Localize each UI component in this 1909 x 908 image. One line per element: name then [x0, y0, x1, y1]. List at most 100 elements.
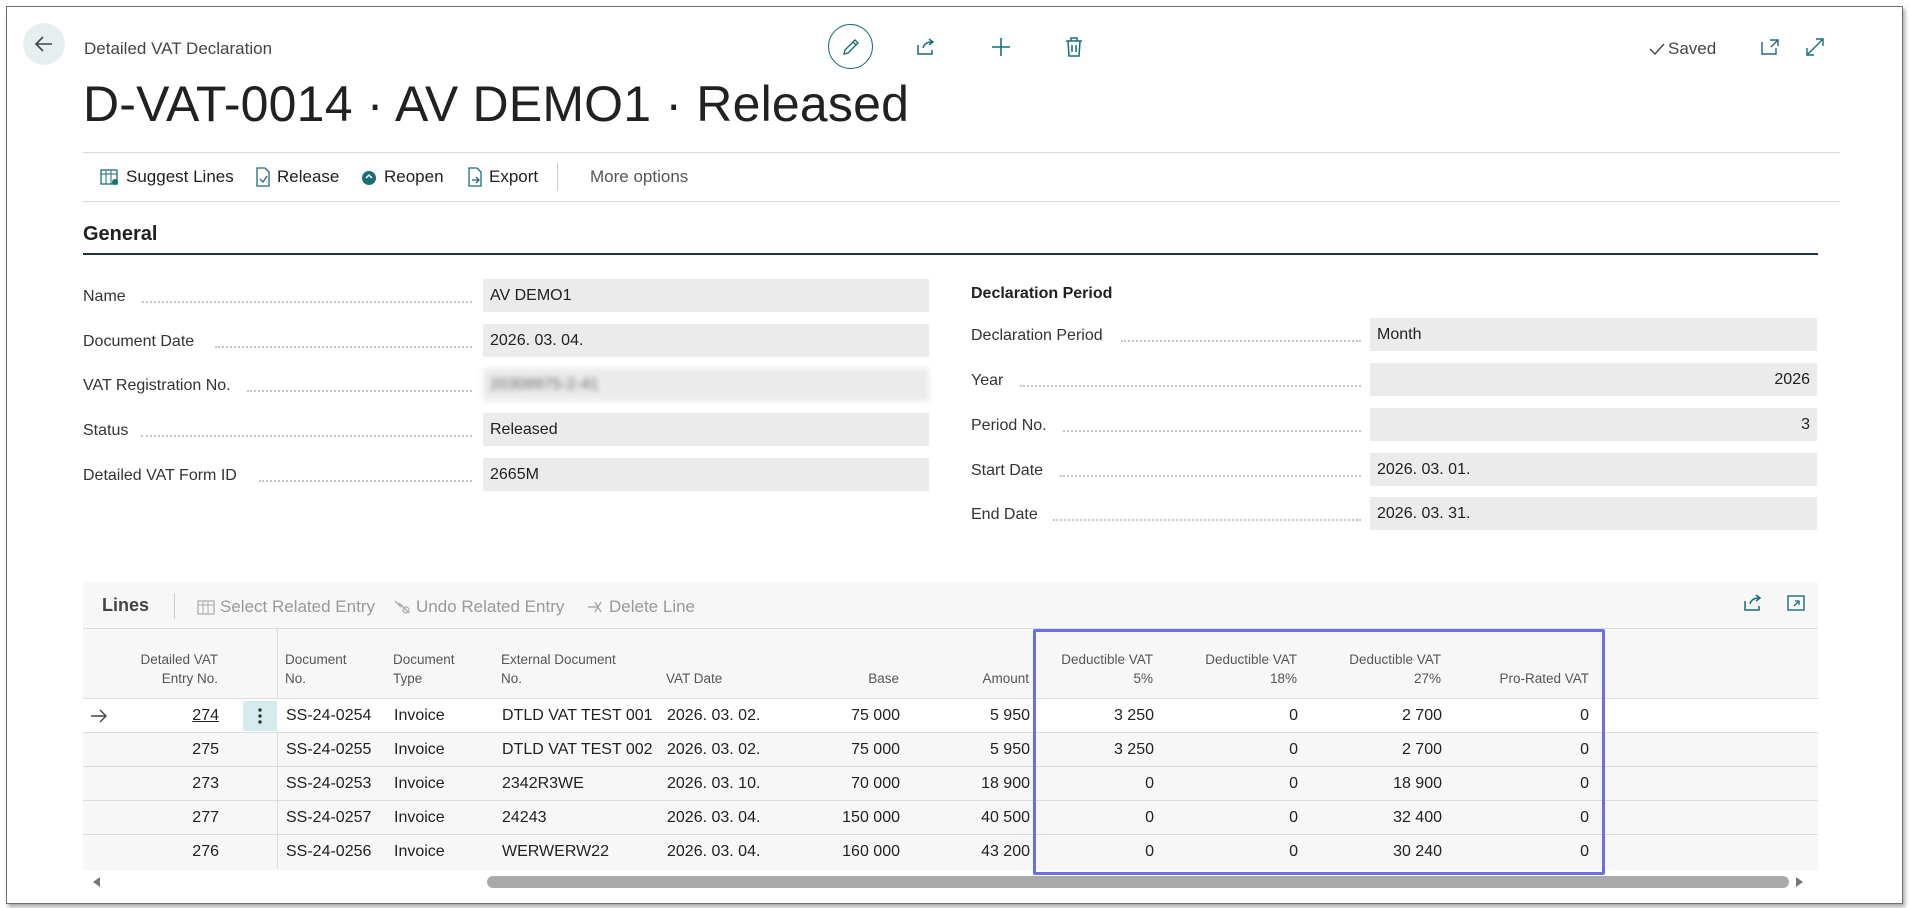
- status-field[interactable]: Released: [483, 413, 929, 446]
- col-header-external-doc-no[interactable]: External Document No.: [501, 650, 616, 688]
- scroll-right-arrow[interactable]: [1796, 877, 1803, 887]
- plus-icon: [992, 38, 1010, 56]
- table-row[interactable]: 273 SS-24-0253 Invoice 2342R3WE 2026. 03…: [83, 766, 1818, 801]
- col-header-line: Entry No.: [161, 671, 218, 686]
- horizontal-scrollbar[interactable]: [487, 876, 1789, 888]
- col-header-vat-date[interactable]: VAT Date: [666, 671, 723, 686]
- vat-form-id-field[interactable]: 2665M: [483, 458, 929, 491]
- table-row[interactable]: 276 SS-24-0256 Invoice WERWERW22 2026. 0…: [83, 834, 1818, 869]
- period-no-field[interactable]: 3: [1370, 408, 1817, 441]
- cell-vat-date: 2026. 03. 02.: [667, 741, 761, 758]
- reopen-button[interactable]: Reopen: [360, 167, 444, 187]
- end-date-field[interactable]: 2026. 03. 31.: [1370, 497, 1817, 530]
- section-divider: [83, 253, 1818, 255]
- reopen-icon: [362, 171, 376, 185]
- table-row[interactable]: 274 SS-24-0254 Invoice DTLD VAT TEST 001…: [83, 698, 1818, 733]
- lines-share-button[interactable]: [1742, 593, 1764, 618]
- cell-vat-date: 2026. 03. 02.: [667, 707, 761, 724]
- page-frame: Detailed VAT Declaration D-VAT-0014 · AV…: [6, 6, 1903, 904]
- declaration-period-field[interactable]: Month: [1370, 318, 1817, 351]
- col-header-deductible-27[interactable]: Deductible VAT 27%: [1331, 650, 1441, 688]
- cell-document-no: SS-24-0256: [286, 843, 372, 860]
- select-related-entry-button[interactable]: Select Related Entry: [197, 597, 375, 617]
- dots: [1020, 383, 1361, 387]
- cell-entry-no[interactable]: 277: [192, 809, 219, 826]
- col-header-document-no[interactable]: Document No.: [285, 650, 347, 688]
- cell-entry-no[interactable]: 274: [192, 707, 219, 724]
- cell-vat-date: 2026. 03. 04.: [667, 843, 761, 860]
- cell-external-doc-no: 24243: [502, 809, 547, 826]
- arrow-left-icon: [34, 36, 52, 52]
- col-header-deductible-5[interactable]: Deductible VAT 5%: [1043, 650, 1153, 688]
- cell-pro-rated-vat: 0: [1580, 843, 1589, 860]
- name-field[interactable]: AV DEMO1: [483, 279, 929, 312]
- cell-deductible-27: 30 240: [1393, 843, 1442, 860]
- page-title: D-VAT-0014 · AV DEMO1 · Released: [83, 76, 910, 132]
- back-button[interactable]: [23, 23, 65, 65]
- open-window-icon: [1761, 39, 1779, 55]
- saved-label: Saved: [1668, 39, 1717, 58]
- cell-amount: 5 950: [989, 707, 1030, 724]
- lines-expand-button[interactable]: [1786, 593, 1806, 618]
- col-header-line: 27%: [1413, 671, 1441, 686]
- start-date-field[interactable]: 2026. 03. 01.: [1370, 453, 1817, 486]
- cell-deductible-5: 3 250: [1113, 707, 1154, 724]
- cell-document-type: Invoice: [394, 775, 445, 792]
- share-button[interactable]: [904, 25, 948, 69]
- suggest-lines-button[interactable]: Suggest Lines: [100, 167, 234, 187]
- trash-icon: [1066, 37, 1082, 57]
- edit-button[interactable]: [828, 24, 873, 69]
- release-icon: [256, 167, 270, 187]
- cell-deductible-18: 0: [1289, 775, 1298, 792]
- expand-panel-icon: [1787, 595, 1805, 611]
- expand-button[interactable]: [1793, 25, 1837, 69]
- open-new-window-button[interactable]: [1748, 25, 1792, 69]
- more-options-button[interactable]: More options: [590, 167, 689, 186]
- undo-related-entry-button[interactable]: Undo Related Entry: [393, 597, 564, 617]
- export-button[interactable]: Export: [467, 167, 538, 187]
- lines-toolbar: Lines Select Related Entry Undo Related …: [83, 582, 1818, 629]
- col-header-line: Document: [285, 652, 347, 667]
- new-button[interactable]: [979, 25, 1023, 69]
- col-header-line: 5%: [1133, 671, 1153, 686]
- cell-entry-no[interactable]: 275: [192, 741, 219, 758]
- document-date-field[interactable]: 2026. 03. 04.: [483, 324, 929, 357]
- cell-amount: 43 200: [981, 843, 1030, 860]
- col-header-line: Type: [393, 671, 423, 686]
- select-entry-icon: [197, 600, 215, 615]
- check-icon: [1649, 43, 1665, 56]
- col-header-line: Deductible VAT: [1061, 652, 1153, 667]
- declaration-period-label: Declaration Period: [971, 327, 1103, 344]
- col-header-line: Document: [393, 652, 455, 667]
- cell-amount: 18 900: [981, 775, 1030, 792]
- period-no-label: Period No.: [971, 417, 1047, 434]
- status-label: Status: [83, 422, 129, 439]
- table-row[interactable]: 275 SS-24-0255 Invoice DTLD VAT TEST 002…: [83, 732, 1818, 767]
- col-header-amount[interactable]: Amount: [982, 671, 1029, 686]
- col-header-deductible-18[interactable]: Deductible VAT 18%: [1187, 650, 1297, 688]
- delete-line-button[interactable]: Delete Line: [586, 597, 695, 617]
- row-menu-button[interactable]: [243, 701, 277, 731]
- action-divider: [557, 163, 558, 191]
- cell-deductible-18: 0: [1289, 741, 1298, 758]
- cell-deductible-5: 0: [1145, 775, 1154, 792]
- declaration-period-heading: Declaration Period: [971, 285, 1113, 302]
- col-header-pro-rated-vat[interactable]: Pro-Rated VAT: [1499, 671, 1589, 686]
- lines-panel: Lines Select Related Entry Undo Related …: [83, 582, 1818, 870]
- pencil-icon: [842, 38, 859, 55]
- scroll-left-arrow[interactable]: [93, 877, 100, 887]
- cell-entry-no[interactable]: 273: [192, 775, 219, 792]
- year-field[interactable]: 2026: [1370, 363, 1817, 396]
- dots: [247, 388, 472, 392]
- release-button[interactable]: Release: [255, 167, 339, 187]
- col-header-entry-no[interactable]: Detailed VAT Entry No.: [113, 650, 218, 688]
- col-header-base[interactable]: Base: [868, 671, 899, 686]
- cell-entry-no[interactable]: 276: [192, 843, 219, 860]
- col-header-line: 18%: [1269, 671, 1297, 686]
- table-row[interactable]: 277 SS-24-0257 Invoice 24243 2026. 03. 0…: [83, 800, 1818, 835]
- suggest-lines-label: Suggest Lines: [126, 167, 234, 186]
- vat-registration-field[interactable]: 20309975-2-41: [483, 368, 929, 401]
- cell-base: 150 000: [842, 809, 900, 826]
- delete-button[interactable]: [1052, 25, 1096, 69]
- col-header-document-type[interactable]: Document Type: [393, 650, 455, 688]
